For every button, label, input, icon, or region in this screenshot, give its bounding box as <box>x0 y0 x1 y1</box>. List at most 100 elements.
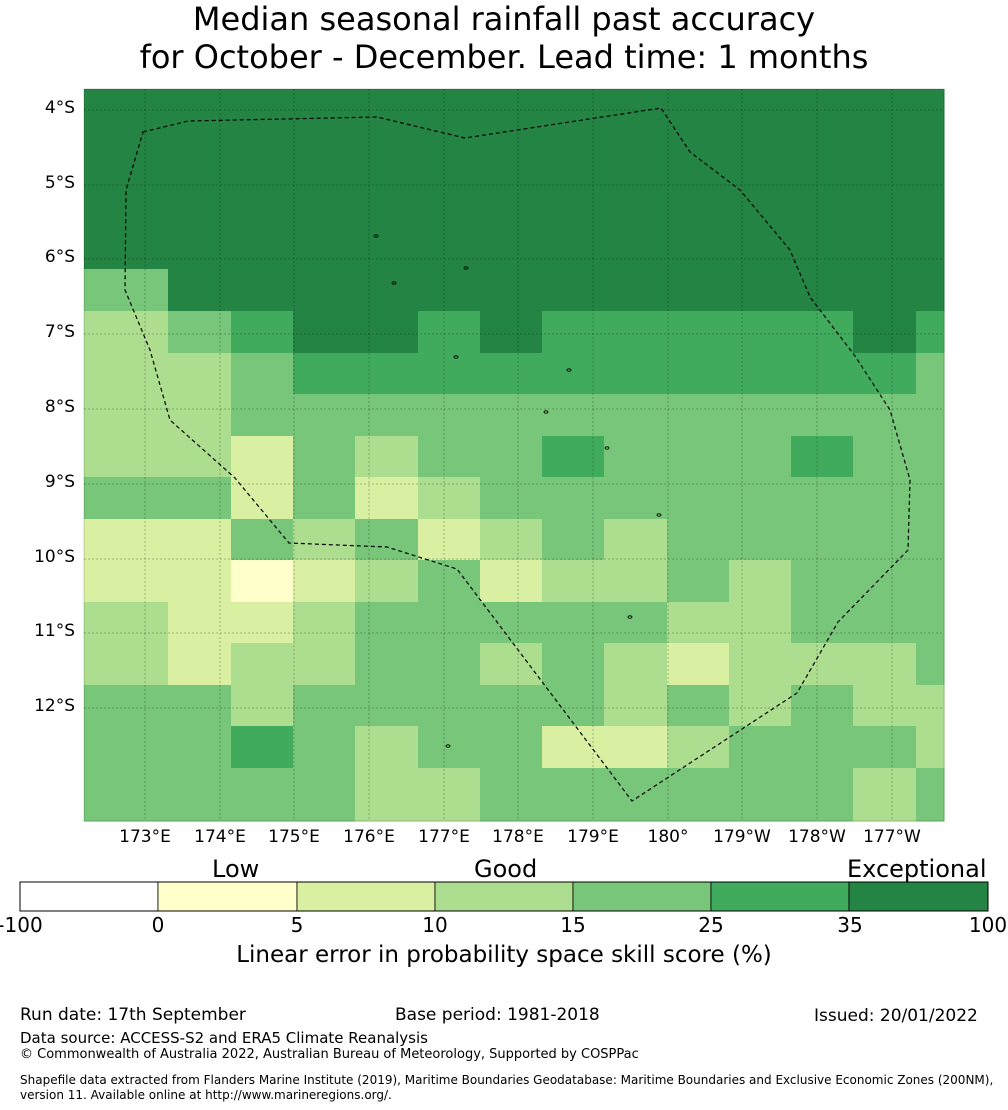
skill-cell <box>542 394 605 437</box>
skill-cell <box>418 602 481 644</box>
skill-cell <box>791 477 854 520</box>
island-outline <box>445 744 451 748</box>
colorbar-segment <box>710 881 850 912</box>
skill-cell <box>853 394 917 437</box>
skill-cell <box>853 768 917 810</box>
skill-cell <box>355 145 419 187</box>
skill-cell <box>480 560 543 603</box>
skill-cell <box>916 311 945 354</box>
island-outline <box>656 513 662 517</box>
skill-cell <box>791 228 854 270</box>
skill-cell <box>853 809 917 822</box>
skill-cell <box>542 228 605 270</box>
skill-cell <box>542 560 605 603</box>
skill-cell <box>231 353 294 395</box>
skill-cell <box>168 685 232 727</box>
colorbar-tick: 10 <box>422 913 448 937</box>
skill-cell <box>542 436 605 478</box>
skill-cell <box>84 768 107 810</box>
skill-cell <box>480 726 543 769</box>
skill-cell <box>667 685 730 727</box>
skill-cell <box>604 89 668 104</box>
skill-cell <box>84 519 107 561</box>
skill-cell <box>667 89 730 104</box>
skill-cell <box>480 311 543 354</box>
skill-cell <box>791 103 854 146</box>
skill-cell <box>729 477 792 520</box>
skill-cell <box>231 394 294 437</box>
colorbar-segment <box>157 881 298 912</box>
skill-cell <box>604 269 668 312</box>
skill-cell <box>355 394 419 437</box>
skill-cell <box>293 353 356 395</box>
skill-cell <box>667 602 730 644</box>
skill-cell <box>853 685 917 727</box>
shapefile-note-line2: version 11. Available online at http://w… <box>20 1088 392 1102</box>
skill-cell <box>480 519 543 561</box>
skill-cell <box>916 519 945 561</box>
lon-label: 177°W <box>863 827 921 847</box>
skill-cell <box>293 560 356 603</box>
skill-cell <box>667 477 730 520</box>
island-outline <box>566 368 572 372</box>
skill-cell <box>293 186 356 229</box>
issued-date: Issued: 20/01/2022 <box>814 1006 978 1026</box>
skill-cell <box>791 643 854 686</box>
skill-cell <box>791 726 854 769</box>
skill-cell <box>293 809 356 822</box>
skill-cell <box>729 726 792 769</box>
skill-cell <box>418 186 481 229</box>
skill-cell <box>480 103 543 146</box>
category-exceptional: Exceptional <box>847 855 987 883</box>
skill-cell <box>916 353 945 395</box>
skill-cell <box>604 643 668 686</box>
skill-cell <box>853 519 917 561</box>
base-period: Base period: 1981-2018 <box>395 1005 600 1025</box>
chart-title-line1: Median seasonal rainfall past accuracy <box>192 0 816 38</box>
skill-cell <box>729 685 792 727</box>
skill-cell <box>355 809 419 822</box>
colorbar-tick: 35 <box>837 913 863 937</box>
skill-cell <box>916 394 945 437</box>
skill-cell <box>293 145 356 187</box>
skill-cell <box>667 643 730 686</box>
skill-cell <box>729 269 792 312</box>
skill-cell <box>542 602 605 644</box>
skill-cell <box>168 269 232 312</box>
skill-cell <box>667 103 730 146</box>
skill-cell <box>293 89 356 104</box>
skill-cell <box>791 436 854 478</box>
skill-cell <box>480 477 543 520</box>
skill-cell <box>480 436 543 478</box>
skill-cell <box>355 768 419 810</box>
skill-cell <box>418 477 481 520</box>
skill-cell <box>231 145 294 187</box>
skill-cell <box>168 186 232 229</box>
skill-cell <box>418 103 481 146</box>
skill-cell <box>604 519 668 561</box>
skill-cell <box>667 394 730 437</box>
skill-cell <box>729 560 792 603</box>
skill-cell <box>84 602 107 644</box>
skill-cell <box>480 89 543 104</box>
lon-label: 174°E <box>194 827 246 847</box>
skill-cell <box>168 228 232 270</box>
lon-label: 173°E <box>119 827 171 847</box>
skill-cell <box>667 436 730 478</box>
skill-cell <box>604 477 668 520</box>
skill-cell <box>667 269 730 312</box>
skill-cell <box>355 186 419 229</box>
skill-cell <box>542 726 605 769</box>
skill-cell <box>667 768 730 810</box>
copyright: © Commonwealth of Australia 2022, Austra… <box>20 1047 639 1062</box>
colorbar-segment <box>848 881 989 912</box>
skill-cell <box>791 602 854 644</box>
skill-cell <box>791 269 854 312</box>
skill-cell <box>84 436 107 478</box>
skill-cell <box>604 394 668 437</box>
skill-cell <box>667 809 730 822</box>
skill-cell <box>853 228 917 270</box>
island-outline <box>391 281 397 285</box>
lon-label: 179°W <box>713 827 771 847</box>
skill-cell <box>106 186 169 229</box>
